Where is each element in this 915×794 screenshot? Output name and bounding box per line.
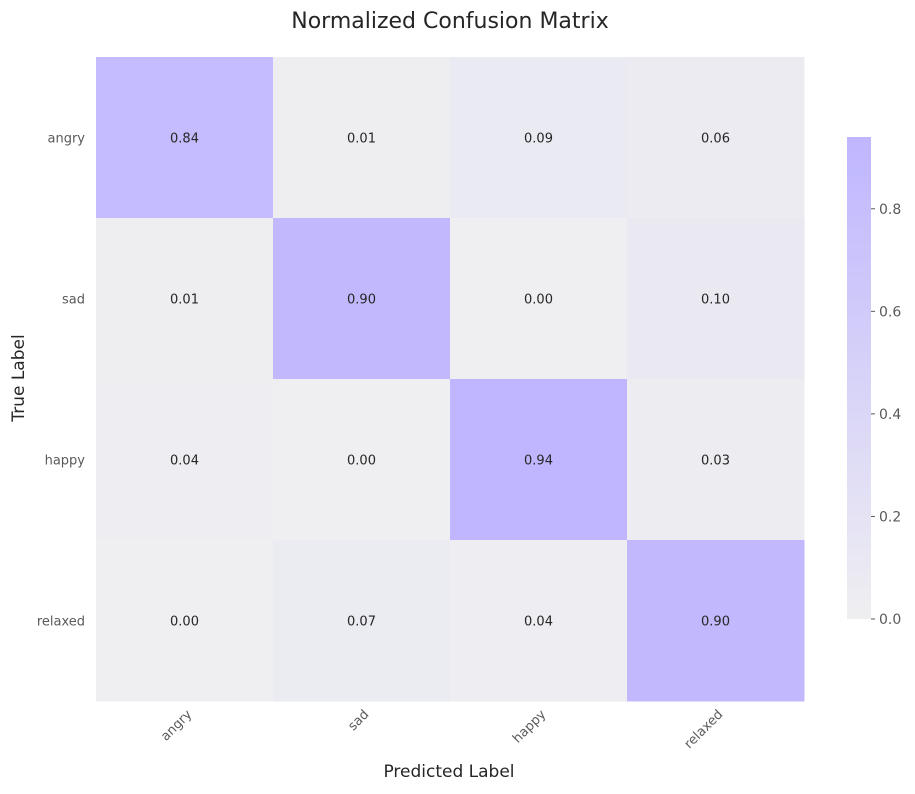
heatmap-cell-angry-relaxed (627, 57, 805, 219)
cell-value-label: 0.00 (347, 454, 376, 469)
heatmap-cell-sad-happy (450, 218, 628, 380)
heatmap-cell-happy-sad (273, 379, 451, 541)
x-tick-label: happy (510, 707, 549, 746)
cell-value-label: 0.01 (170, 293, 199, 308)
cell-value-label: 0.07 (347, 615, 376, 630)
cell-value-label: 0.04 (170, 454, 199, 469)
colorbar-tick-label: 0.0 (879, 612, 901, 628)
cell-value-label: 0.09 (524, 132, 553, 147)
x-tick-label: sad (345, 707, 372, 734)
heatmap-cell-sad-angry (96, 218, 274, 380)
cell-value-label: 0.03 (701, 454, 730, 469)
heatmap-cells (96, 57, 805, 702)
cell-value-label: 0.06 (701, 132, 730, 147)
heatmap-cell-happy-relaxed (627, 379, 805, 541)
colorbar-tick-label: 0.8 (879, 202, 901, 218)
heatmap-cell-sad-relaxed (627, 218, 805, 380)
cell-value-label: 0.84 (170, 132, 199, 147)
y-tick-label: angry (48, 132, 86, 147)
cell-value-label: 0.00 (524, 293, 553, 308)
y-tick-label: relaxed (37, 615, 85, 630)
x-axis-tick-labels: angry sad happy relaxed (158, 707, 726, 752)
y-axis-label: True Label (9, 334, 29, 422)
cell-value-label: 0.00 (170, 615, 199, 630)
heatmap-cell-relaxed-angry (96, 540, 274, 702)
colorbar-tick-label: 0.4 (879, 407, 901, 423)
colorbar-ticks: 0.0 0.2 0.4 0.6 0.8 (871, 202, 901, 628)
y-tick-label: sad (62, 293, 85, 308)
cell-value-label: 0.94 (524, 454, 553, 469)
colorbar-tick-label: 0.2 (879, 509, 901, 525)
cell-value-label: 0.10 (701, 293, 730, 308)
cell-value-label: 0.90 (701, 615, 730, 630)
heatmap-cell-angry-sad (273, 57, 451, 219)
heatmap-cell-labels: 0.84 0.01 0.09 0.06 0.01 0.90 0.00 0.10 0.04 0.00… (170, 132, 730, 630)
heatmap-cell-angry-happy (450, 57, 628, 219)
y-axis-tick-labels: angry sad happy relaxed (37, 132, 85, 630)
y-tick-label: happy (45, 454, 86, 469)
heatmap-cell-sad-sad (273, 218, 451, 380)
heatmap-cell-relaxed-relaxed (627, 540, 805, 702)
heatmap-cell-relaxed-sad (273, 540, 451, 702)
x-tick-label: relaxed (682, 707, 727, 752)
chart-title: Normalized Confusion Matrix (291, 9, 608, 34)
heatmap-cell-happy-happy (450, 379, 628, 541)
x-axis-label: Predicted Label (383, 762, 514, 782)
colorbar-tick-label: 0.6 (879, 304, 901, 320)
cell-value-label: 0.90 (347, 293, 376, 308)
heatmap-cell-relaxed-happy (450, 540, 628, 702)
colorbar (847, 137, 871, 619)
x-tick-label: angry (158, 707, 195, 744)
cell-value-label: 0.04 (524, 615, 553, 630)
cell-value-label: 0.01 (347, 132, 376, 147)
heatmap-cell-angry-angry (96, 57, 274, 219)
heatmap-cell-happy-angry (96, 379, 274, 541)
